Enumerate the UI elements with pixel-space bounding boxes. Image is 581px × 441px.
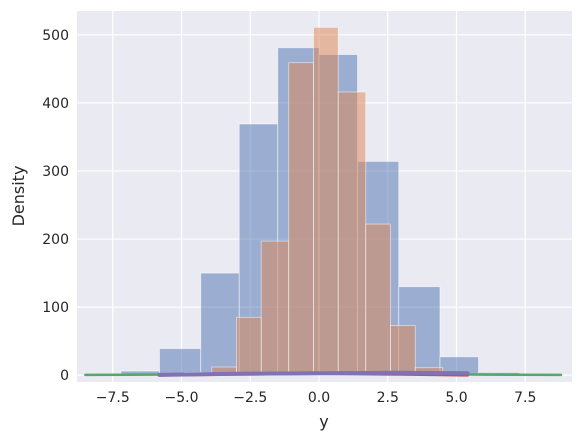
density-line-2	[157, 370, 470, 377]
bar-series1-bin8	[365, 223, 391, 376]
y-tick-label: 200	[42, 232, 69, 248]
x-tick-label: −7.5	[96, 390, 130, 406]
bar-series0-bin1	[159, 348, 202, 376]
density-lines	[84, 370, 563, 377]
bar-series1-bin7	[337, 91, 367, 376]
y-axis-label: Density	[9, 166, 28, 227]
bar-series1-bin9	[390, 325, 416, 376]
y-tick-label: 400	[42, 96, 69, 112]
bar-series1-bin4	[260, 240, 290, 376]
bar-series1-bin6	[313, 26, 339, 376]
y-tick-label: 0	[60, 368, 69, 384]
bar-series1-bin3	[236, 316, 262, 376]
bar-series1-bin5	[288, 62, 314, 376]
x-tick-label: −5.0	[165, 390, 199, 406]
y-tick-label: 500	[42, 28, 69, 44]
x-tick-labels: −7.5 −5.0 −2.5 0.0 2.5 5.0 7.5	[96, 390, 537, 406]
y-tick-label: 300	[42, 164, 69, 180]
x-tick-label: 5.0	[445, 390, 467, 406]
bar-series0-bin2	[200, 272, 240, 376]
x-tick-label: 2.5	[377, 390, 399, 406]
x-axis-label: y	[319, 412, 328, 431]
x-tick-label: −2.5	[233, 390, 267, 406]
y-tick-labels: 0 100 200 300 400 500	[42, 28, 69, 384]
y-tick-label: 100	[42, 300, 69, 316]
x-tick-label: 0.0	[308, 390, 330, 406]
x-tick-label: 7.5	[514, 390, 536, 406]
histogram-bars	[120, 26, 521, 376]
